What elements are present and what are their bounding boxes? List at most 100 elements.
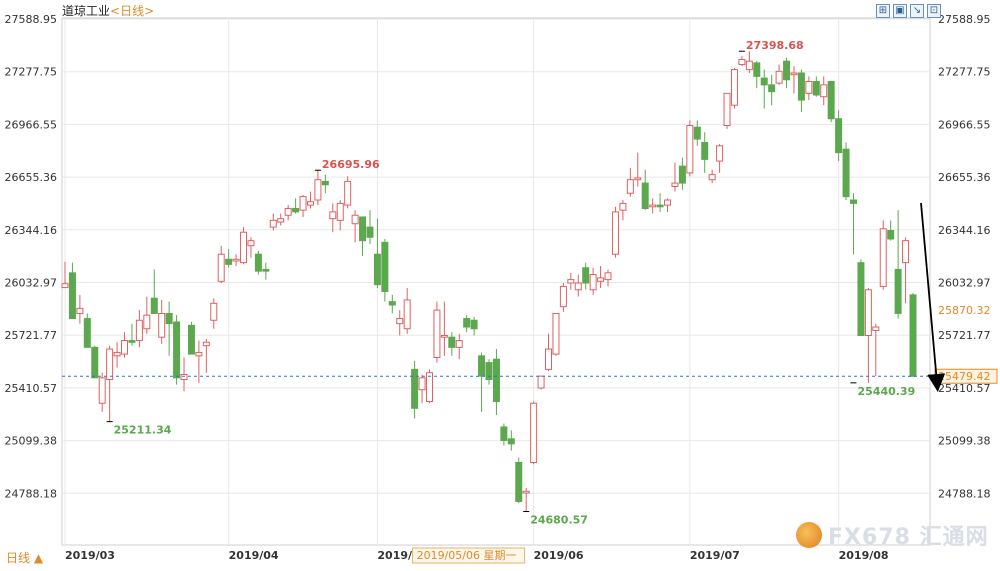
candle [835, 110, 843, 162]
candle-body-down [91, 346, 99, 379]
candle-body-down [857, 262, 865, 336]
y-tick-label-right: 25099.38 [938, 435, 991, 448]
candle [180, 357, 188, 392]
candle [626, 167, 634, 197]
x-tick-label: 2019/04 [229, 549, 279, 562]
y-tick-label-left: 25721.77 [5, 329, 58, 342]
candle [165, 301, 173, 356]
candle-body-down [128, 340, 136, 343]
y-tick-label-left: 25410.57 [5, 382, 58, 395]
candle-body-up [202, 341, 210, 347]
candle-body-up [522, 490, 530, 494]
candle [128, 323, 136, 346]
candle [284, 205, 292, 221]
trend-arrow [920, 202, 946, 392]
candle-body-down [388, 301, 396, 306]
zoom-tool-button[interactable]: ▣ [893, 4, 907, 18]
candle-body-down [849, 199, 857, 204]
candle [842, 142, 850, 201]
chart-title: 道琼工业<日线> [62, 2, 154, 19]
candle [448, 332, 456, 356]
candle-body-up [864, 289, 872, 336]
candle-body-down [254, 253, 262, 272]
extreme-annotation: 25211.34 [106, 421, 172, 437]
candle-body-up [574, 282, 582, 291]
annotations: 25211.34 26695.96 24680.57 27398.68 25440.39 [106, 39, 915, 527]
candle [589, 267, 597, 295]
candle [83, 313, 91, 348]
candle [515, 457, 523, 504]
candle-body-down [887, 230, 895, 240]
candle [150, 269, 158, 314]
x-tick-label: 2019/03 [65, 549, 115, 562]
candle [433, 301, 441, 363]
candle [783, 57, 791, 89]
candle-body-up [351, 214, 359, 225]
candle [619, 200, 627, 221]
candle-body-up [626, 179, 634, 194]
candle [738, 56, 746, 67]
candle [247, 237, 255, 258]
candle [314, 170, 322, 206]
y-tick-label-left: 27588.95 [5, 13, 58, 26]
extreme-annotation: 25440.39 [850, 382, 915, 398]
candle [492, 349, 500, 416]
candle-body-down [381, 241, 389, 292]
fullscreen-tool-button[interactable]: ⊡ [927, 4, 941, 18]
y-tick-label-left: 24788.18 [5, 487, 58, 500]
candle [768, 74, 776, 106]
candle-body-up [217, 253, 225, 282]
draw-line-tool-button[interactable]: ↘ [910, 4, 924, 18]
candle-body-up [790, 72, 798, 76]
crosshair-tool-button[interactable]: ⊞ [876, 4, 890, 18]
y-tick-label-right: 25410.57 [938, 382, 991, 395]
candle [753, 61, 761, 89]
crosshair-date-label: 2019/05/06 星期一 [417, 549, 517, 562]
candle-body-up [247, 240, 255, 247]
candle [76, 294, 84, 324]
candle-body-up [634, 177, 642, 181]
candle [693, 120, 701, 146]
candle-body-up [545, 348, 553, 370]
candle [98, 372, 106, 412]
y-tick-label-left: 27277.75 [5, 66, 58, 79]
extreme-annotation: 26695.96 [314, 158, 380, 171]
candle-body-up [195, 351, 203, 357]
candle-body-up [425, 372, 433, 403]
candle-body-up [708, 174, 716, 181]
candle [812, 76, 820, 97]
candle [329, 203, 337, 233]
candle [470, 316, 478, 336]
right-price-label: 25870.32 [938, 304, 991, 317]
instrument-name: 道琼工业 [62, 4, 111, 18]
candle-body-down [894, 268, 902, 314]
candle [790, 66, 798, 94]
candle-body-down [827, 80, 835, 120]
candle-body-down [463, 318, 471, 328]
candle [552, 312, 560, 356]
candle-body-down [321, 180, 329, 186]
candle [403, 288, 411, 334]
candle [641, 169, 649, 211]
candle-body-down [292, 207, 300, 213]
candle [359, 216, 367, 256]
candle [381, 238, 389, 302]
candle-body-up [143, 314, 151, 330]
candle [463, 315, 471, 333]
candle-body-up [902, 240, 910, 264]
candle-body-up [61, 283, 69, 289]
candle [418, 374, 426, 404]
candle [634, 152, 642, 187]
period-selector[interactable]: 日线 ▲ [6, 551, 44, 565]
candle-body-down [909, 294, 917, 377]
candle [485, 359, 493, 385]
candle [306, 191, 314, 209]
candle [373, 218, 381, 289]
candle-body-up [559, 285, 567, 308]
candle-body-up [611, 211, 619, 255]
candle-body-down [842, 148, 850, 198]
candle [113, 342, 121, 368]
x-axis: 2019/03 2019/04 2019/05 2019/06 2019/07 2019/… [65, 547, 889, 564]
candle [760, 69, 768, 109]
candle-body-up [552, 312, 560, 355]
